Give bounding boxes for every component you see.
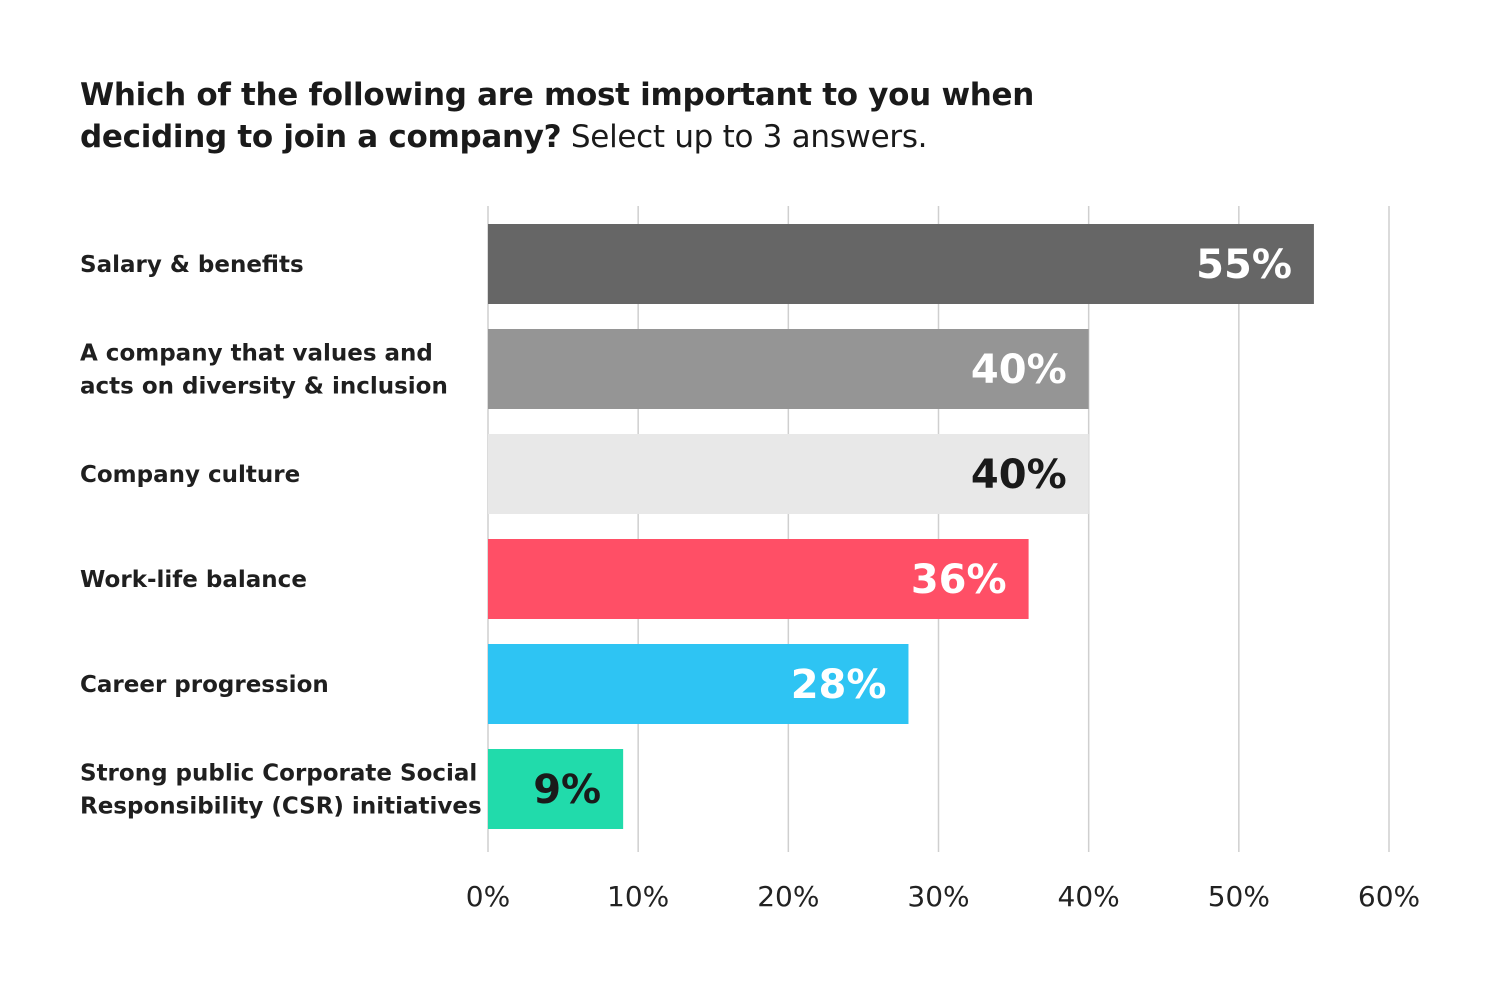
x-tick-label: 60% [1358, 880, 1420, 913]
chart-title: Which of the following are most importan… [80, 74, 1080, 158]
x-tick-label: 40% [1058, 880, 1120, 913]
x-tick-label: 20% [757, 880, 819, 913]
gridlines [487, 206, 1390, 852]
bar [488, 224, 1314, 304]
bar-value-label: 28% [791, 662, 887, 708]
category-label: Work-life balance [80, 567, 307, 593]
bar [488, 539, 1029, 619]
chart-title-instruction: Select up to 3 answers. [561, 119, 928, 155]
bar [488, 329, 1089, 409]
category-label: Salary & benefits [80, 252, 304, 278]
bars: 55% 40% 40% 36% 28% 9% [488, 224, 1314, 829]
x-tick-label: 0% [466, 880, 510, 913]
x-tick-label: 30% [907, 880, 969, 913]
category-label: Company culture [80, 462, 300, 488]
bar [488, 434, 1089, 514]
bar-value-label: 55% [1196, 242, 1292, 288]
bar [488, 749, 624, 829]
x-tick-label: 50% [1208, 880, 1270, 913]
bar-value-label: 9% [533, 767, 601, 813]
x-axis-tick-labels: 0% 10% 20% 30% 40% 50% 60% [466, 880, 1420, 913]
category-label: Career progression [80, 672, 329, 698]
bar-value-label: 40% [971, 452, 1067, 498]
chart-title-question: Which of the following are most importan… [80, 77, 1035, 155]
bar-value-label: 40% [971, 347, 1067, 393]
category-labels: Salary & benefits A company that values a… [80, 252, 482, 820]
bar-value-label: 36% [911, 557, 1007, 603]
category-label: A company that values and acts on diversi… [80, 341, 448, 400]
bar [488, 644, 909, 724]
category-label: Strong public Corporate Social Responsibi… [80, 761, 482, 820]
x-tick-label: 10% [607, 880, 669, 913]
